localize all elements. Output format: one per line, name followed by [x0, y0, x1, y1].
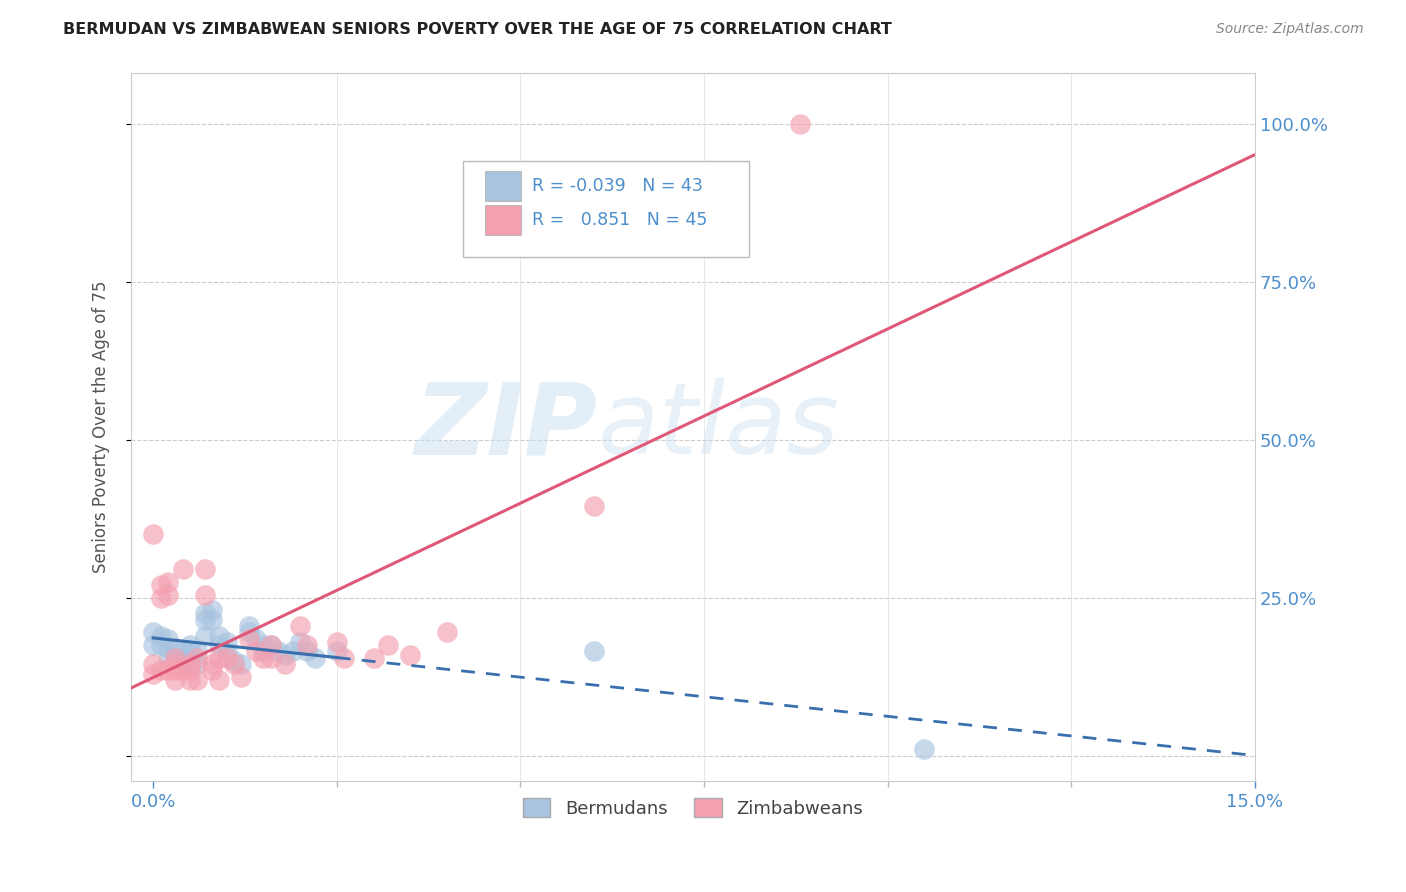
Point	[267, 644, 290, 658]
Point	[252, 644, 274, 658]
Point	[165, 664, 187, 678]
Point	[194, 562, 217, 576]
FancyBboxPatch shape	[485, 205, 522, 235]
Point	[260, 638, 283, 652]
Point	[165, 650, 187, 665]
Point	[194, 629, 217, 643]
Text: Source: ZipAtlas.com: Source: ZipAtlas.com	[1216, 22, 1364, 37]
Point	[377, 638, 399, 652]
Point	[142, 625, 165, 640]
Point	[252, 650, 274, 665]
Text: R = -0.039   N = 43: R = -0.039 N = 43	[533, 178, 703, 195]
Point	[172, 657, 194, 671]
Point	[326, 644, 349, 658]
Point	[333, 650, 356, 665]
Point	[215, 644, 238, 658]
Point	[165, 650, 187, 665]
Point	[179, 638, 201, 652]
Point	[165, 657, 187, 671]
Point	[582, 644, 605, 658]
Point	[436, 625, 458, 640]
Point	[208, 673, 231, 687]
Text: atlas: atlas	[598, 378, 839, 475]
Point	[363, 650, 385, 665]
Point	[172, 664, 194, 678]
Point	[156, 574, 179, 589]
Point	[149, 638, 172, 652]
Point	[208, 638, 231, 652]
Point	[208, 650, 231, 665]
Point	[215, 635, 238, 649]
Point	[149, 578, 172, 592]
Point	[274, 648, 297, 662]
Point	[238, 619, 260, 633]
Point	[142, 657, 165, 671]
Point	[186, 650, 208, 665]
Point	[582, 499, 605, 513]
Point	[326, 635, 349, 649]
Point	[231, 657, 253, 671]
Point	[238, 632, 260, 646]
Point	[156, 650, 179, 665]
Point	[231, 670, 253, 684]
Point	[238, 625, 260, 640]
Point	[245, 644, 267, 658]
Point	[165, 673, 187, 687]
Point	[156, 587, 179, 601]
Point	[274, 657, 297, 671]
Point	[194, 587, 217, 601]
Point	[172, 650, 194, 665]
Y-axis label: Seniors Poverty Over the Age of 75: Seniors Poverty Over the Age of 75	[93, 281, 110, 574]
Point	[260, 638, 283, 652]
Point	[186, 673, 208, 687]
Point	[304, 650, 326, 665]
Point	[179, 657, 201, 671]
Point	[179, 673, 201, 687]
FancyBboxPatch shape	[463, 161, 749, 257]
Point	[194, 613, 217, 627]
Point	[186, 657, 208, 671]
Text: BERMUDAN VS ZIMBABWEAN SENIORS POVERTY OVER THE AGE OF 75 CORRELATION CHART: BERMUDAN VS ZIMBABWEAN SENIORS POVERTY O…	[63, 22, 893, 37]
Point	[149, 591, 172, 605]
Point	[142, 638, 165, 652]
Point	[142, 527, 165, 541]
Point	[179, 644, 201, 658]
Point	[260, 650, 283, 665]
Point	[297, 644, 319, 658]
Point	[281, 644, 304, 658]
FancyBboxPatch shape	[485, 171, 522, 201]
Text: ZIP: ZIP	[415, 378, 598, 475]
Point	[201, 657, 224, 671]
Point	[208, 629, 231, 643]
Point	[201, 664, 224, 678]
Point	[288, 635, 311, 649]
Point	[215, 650, 238, 665]
Point	[245, 632, 267, 646]
Point	[789, 117, 811, 131]
Point	[172, 644, 194, 658]
Point	[399, 648, 422, 662]
Point	[179, 660, 201, 674]
Point	[297, 638, 319, 652]
Point	[149, 629, 172, 643]
Legend: Bermudans, Zimbabweans: Bermudans, Zimbabweans	[516, 791, 870, 825]
Point	[252, 638, 274, 652]
Point	[172, 562, 194, 576]
Point	[288, 619, 311, 633]
Point	[186, 644, 208, 658]
Text: R =   0.851   N = 45: R = 0.851 N = 45	[533, 211, 707, 229]
Point	[222, 657, 245, 671]
Point	[149, 664, 172, 678]
Point	[222, 654, 245, 668]
Point	[179, 664, 201, 678]
Point	[156, 664, 179, 678]
Point	[194, 607, 217, 621]
Point	[156, 641, 179, 656]
Point	[165, 641, 187, 656]
Point	[142, 666, 165, 681]
Point	[912, 742, 935, 756]
Point	[156, 632, 179, 646]
Point	[201, 603, 224, 617]
Point	[201, 613, 224, 627]
